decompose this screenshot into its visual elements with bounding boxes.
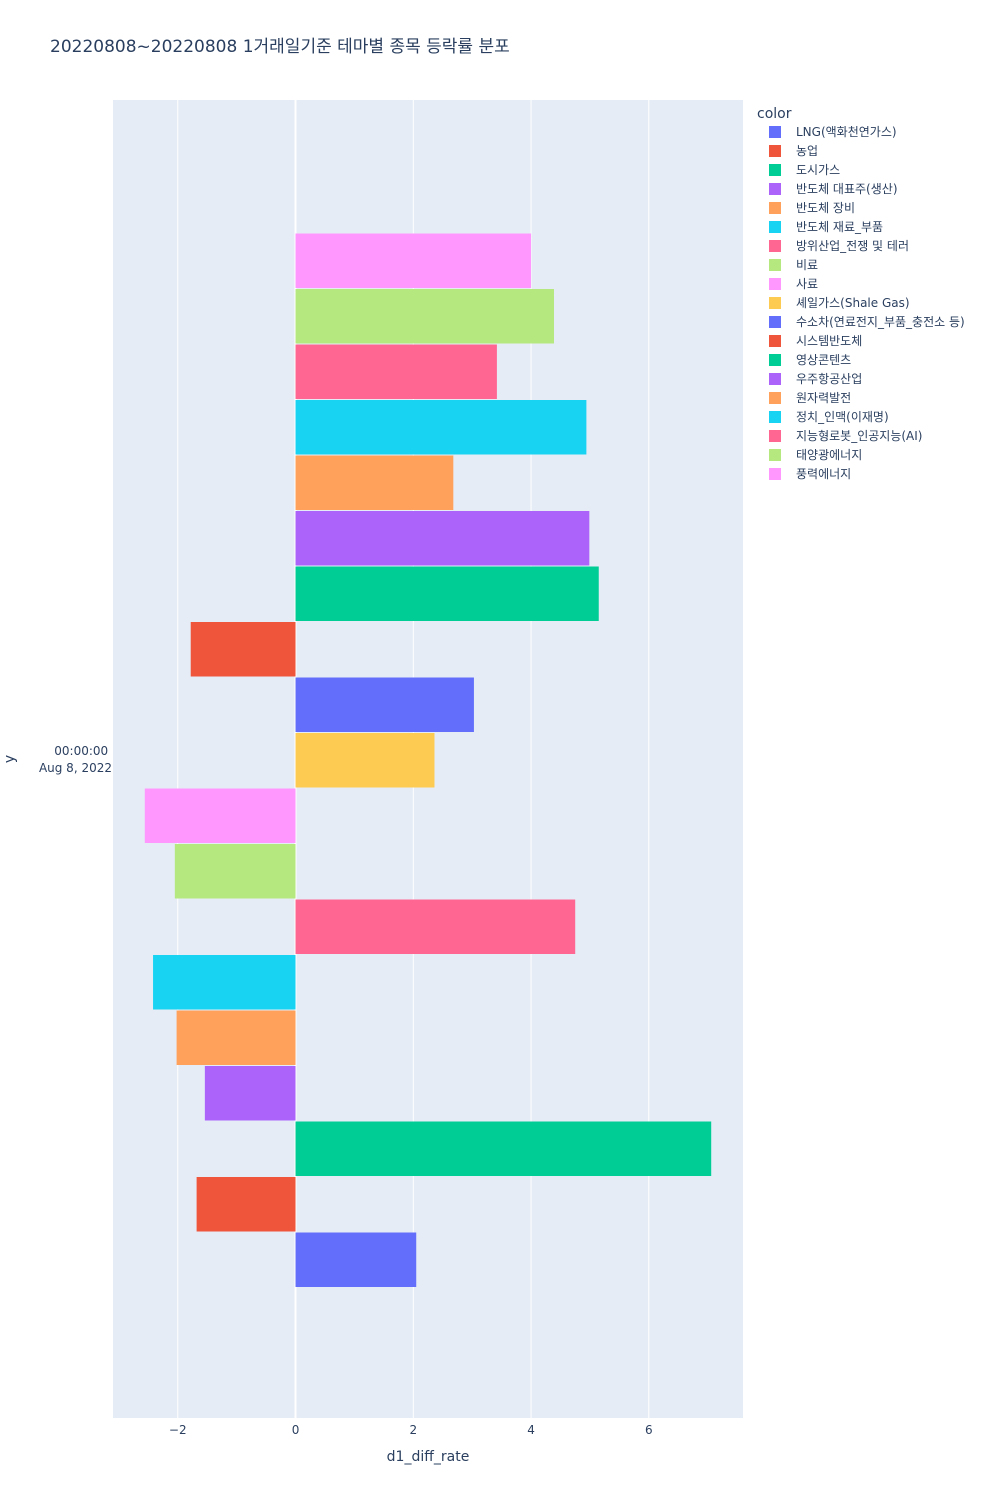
legend-swatch[interactable] <box>769 278 781 290</box>
legend-item-label[interactable]: 셰일가스(Shale Gas) <box>796 296 910 310</box>
legend-swatch[interactable] <box>769 392 781 404</box>
legend-title: color <box>757 106 792 122</box>
legend-item-label[interactable]: 시스템반도체 <box>796 334 862 348</box>
y-tick-time: 00:00:00 <box>54 744 108 758</box>
bar[interactable] <box>190 622 296 677</box>
bars <box>144 233 712 1288</box>
legend-swatch[interactable] <box>769 164 781 176</box>
x-tick-labels: −2 0 2 4 6 <box>169 1423 653 1437</box>
bar[interactable] <box>295 233 532 289</box>
bar[interactable] <box>295 677 474 733</box>
bar[interactable] <box>295 899 576 955</box>
bar[interactable] <box>295 344 497 400</box>
x-tick-label: 4 <box>527 1423 535 1437</box>
legend-swatch[interactable] <box>769 259 781 271</box>
legend-item-label[interactable]: 반도체 재료_부품 <box>796 220 883 234</box>
x-tick-label: 2 <box>409 1423 417 1437</box>
legend-swatch[interactable] <box>769 449 781 461</box>
legend-item-label[interactable]: 영상콘텐츠 <box>796 353 851 367</box>
legend-item-label[interactable]: 농업 <box>796 144 818 158</box>
x-axis-title: d1_diff_rate <box>387 1449 470 1465</box>
legend-swatch[interactable] <box>769 145 781 157</box>
bar[interactable] <box>204 1066 296 1121</box>
legend-swatch[interactable] <box>769 354 781 366</box>
legend-item-label[interactable]: 정치_인맥(이재명) <box>796 410 889 424</box>
legend-swatch[interactable] <box>769 316 781 328</box>
legend-swatch[interactable] <box>769 297 781 309</box>
bar[interactable] <box>295 400 587 455</box>
legend-swatch[interactable] <box>769 373 781 385</box>
legend-swatch[interactable] <box>769 240 781 252</box>
y-tick-date: Aug 8, 2022 <box>39 761 112 775</box>
x-tick-label: 0 <box>292 1423 300 1437</box>
legend-swatch[interactable] <box>769 202 781 214</box>
bar[interactable] <box>196 1177 296 1232</box>
legend-item-label[interactable]: 반도체 대표주(생산) <box>796 182 898 196</box>
bar[interactable] <box>144 788 296 844</box>
bar[interactable] <box>174 844 296 899</box>
legend-item-label[interactable]: 도시가스 <box>796 163 840 177</box>
bar[interactable] <box>176 1010 296 1066</box>
legend-swatch[interactable] <box>769 468 781 480</box>
legend-item-label[interactable]: 사료 <box>796 277 818 291</box>
bar[interactable] <box>153 955 296 1010</box>
legend-item-label[interactable]: 지능형로봇_인공지능(AI) <box>796 429 922 443</box>
bar[interactable] <box>295 1121 712 1177</box>
x-tick-label: 6 <box>645 1423 653 1437</box>
bar[interactable] <box>295 1232 417 1288</box>
legend-item-label[interactable]: 수소차(연료전지_부품_충전소 등) <box>796 315 965 329</box>
legend-swatch[interactable] <box>769 335 781 347</box>
legend-item-label[interactable]: 원자력발전 <box>796 391 851 405</box>
legend-item-label[interactable]: 비료 <box>796 258 818 272</box>
legend-item-label[interactable]: 태양광에너지 <box>796 448 862 462</box>
bar[interactable] <box>295 566 599 622</box>
bar[interactable] <box>295 455 454 511</box>
legend-swatch[interactable] <box>769 221 781 233</box>
legend-item-label[interactable]: 반도체 장비 <box>796 201 855 215</box>
legend-item-label[interactable]: LNG(액화천연가스) <box>796 124 897 139</box>
legend-item-label[interactable]: 방위산업_전쟁 및 테러 <box>796 239 909 253</box>
legend-swatch[interactable] <box>769 126 781 138</box>
bar[interactable] <box>295 511 590 566</box>
y-tick-label: 00:00:00 Aug 8, 2022 <box>39 744 112 775</box>
bar[interactable] <box>295 289 554 344</box>
legend-swatch[interactable] <box>769 430 781 442</box>
legend-item-label[interactable]: 풍력에너지 <box>796 467 851 481</box>
x-tick-label: −2 <box>169 1423 187 1437</box>
legend-swatch[interactable] <box>769 411 781 423</box>
chart-title: 20220808~20220808 1거래일기준 테마별 종목 등락률 분포 <box>50 37 510 57</box>
legend-swatch[interactable] <box>769 183 781 195</box>
legend-item-label[interactable]: 우주항공산업 <box>796 372 862 386</box>
y-axis-title: y <box>2 755 18 763</box>
bar[interactable] <box>295 733 435 788</box>
